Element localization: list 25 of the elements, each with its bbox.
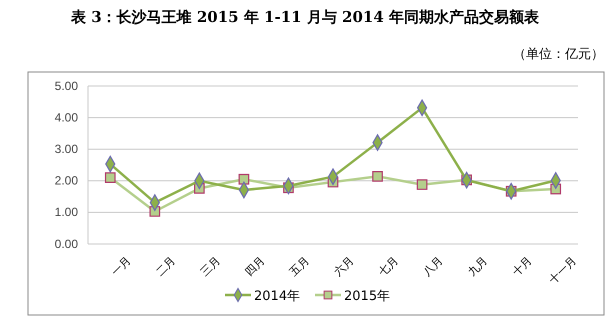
point xyxy=(372,171,383,182)
x-tick-label: 十一月 xyxy=(546,254,580,287)
x-tick-label: 六月 xyxy=(332,254,356,279)
x-tick-label: 五月 xyxy=(287,254,312,279)
chart-title: 表 3：长沙马王堆 2015 年 1-11 月与 2014 年同期水产品交易额表 xyxy=(70,8,540,26)
x-tick-label: 三月 xyxy=(198,254,223,279)
point xyxy=(238,174,250,185)
x-tick-label: 十月 xyxy=(510,254,534,279)
x-tick-label: 九月 xyxy=(465,254,490,279)
y-tick-label: 1.00 xyxy=(54,205,78,220)
y-tick-label: 3.00 xyxy=(54,142,78,156)
x-tick-label: 七月 xyxy=(376,254,401,279)
y-tick-label: 5.00 xyxy=(54,78,78,93)
x-tick-label: 二月 xyxy=(153,254,178,279)
x-tick-label: 四月 xyxy=(242,254,268,279)
chart-subtitle: （单位：亿元） xyxy=(513,47,604,62)
point xyxy=(416,179,428,190)
x-tick-label: 八月 xyxy=(420,254,446,279)
x-tick-label: 一月 xyxy=(108,254,134,279)
point xyxy=(104,172,116,183)
y-tick-label: 2.00 xyxy=(54,174,78,188)
y-tick-label: 0.00 xyxy=(54,236,78,251)
y-tick-label: 4.00 xyxy=(54,110,78,124)
legend-label: 2014年 xyxy=(254,289,300,304)
legend-label: 2015年 xyxy=(344,289,390,304)
